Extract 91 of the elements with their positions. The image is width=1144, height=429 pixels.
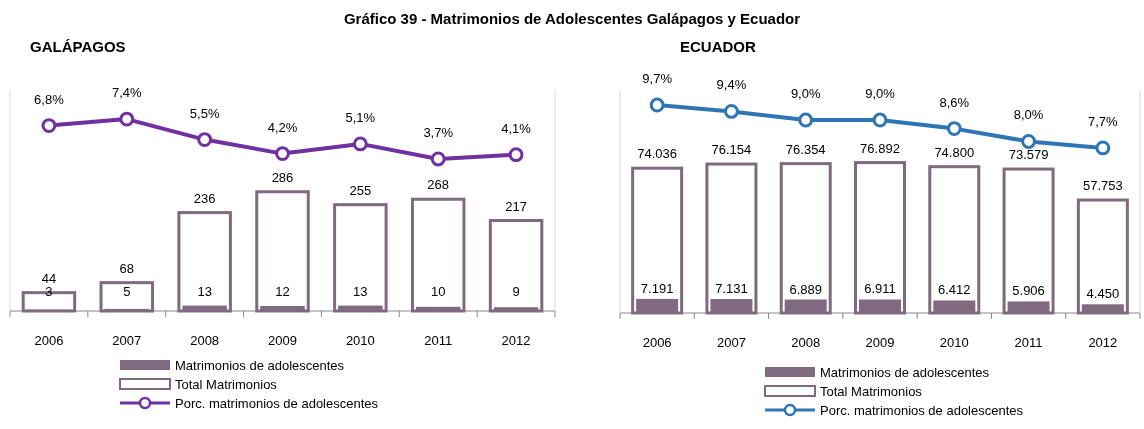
bar <box>99 281 155 313</box>
point <box>352 136 368 152</box>
point <box>649 97 665 113</box>
data-label: 217 <box>505 198 527 214</box>
data-label: 73.579 <box>1008 147 1049 163</box>
data-label: 6.911 <box>864 281 896 297</box>
data-label: 6.412 <box>938 282 971 298</box>
x-tick-label: 2007 <box>112 333 142 348</box>
legend-label: Total Matrimonios <box>175 377 278 392</box>
data-label: 9,7% <box>642 71 673 87</box>
data-label: 7.131 <box>715 281 748 297</box>
x-tick-label: 2007 <box>716 335 746 350</box>
x-tick-label: 2009 <box>268 333 297 348</box>
point <box>798 112 814 128</box>
bar <box>854 161 906 315</box>
data-label: 13 <box>197 284 212 299</box>
data-label: 10 <box>430 284 446 299</box>
chart-subtitle: ECUADOR <box>680 38 756 55</box>
point <box>508 147 524 163</box>
x-tick-label: 2011 <box>1014 335 1043 350</box>
data-label: 9,4% <box>716 77 747 93</box>
data-label: 5 <box>123 284 131 299</box>
point <box>41 118 57 133</box>
data-label: 68 <box>119 260 135 276</box>
x-tick-label: 2008 <box>190 333 220 348</box>
x-tick-label: 2008 <box>791 335 821 350</box>
data-label: 74.800 <box>934 144 975 160</box>
bar <box>255 190 310 313</box>
data-label: 286 <box>271 169 294 185</box>
data-label: 6,8% <box>34 91 65 107</box>
x-tick-label: 2012 <box>1088 335 1118 350</box>
data-label: 4,1% <box>501 120 532 136</box>
point <box>197 132 213 147</box>
data-label: 76.892 <box>860 140 900 156</box>
data-label: 9 <box>512 284 520 299</box>
x-tick-label: 2010 <box>939 335 969 350</box>
data-label: 8,6% <box>939 94 970 110</box>
data-label: 5,1% <box>345 109 376 125</box>
data-label: 12 <box>275 284 290 299</box>
data-label: 8,0% <box>1013 107 1044 123</box>
data-label: 44 <box>41 270 57 286</box>
bar <box>631 166 684 315</box>
legend-label: Porc. matrimonios de adolescentes <box>175 396 379 411</box>
bar <box>1076 198 1129 315</box>
x-tick-label: 2006 <box>34 333 64 348</box>
data-label: 255 <box>349 182 372 198</box>
data-label: 57.753 <box>1082 178 1123 194</box>
bar <box>1002 167 1055 315</box>
bar <box>410 197 466 313</box>
bar <box>705 162 758 315</box>
data-label: 4,2% <box>267 119 298 135</box>
data-label: 76.154 <box>711 142 752 158</box>
point <box>430 151 446 167</box>
bar <box>928 165 981 315</box>
data-label: 5,5% <box>189 105 220 121</box>
data-label: 268 <box>427 177 450 193</box>
bar <box>177 211 232 313</box>
data-label: 76.354 <box>785 141 826 157</box>
chart-subtitle: GALÁPAGOS <box>30 38 126 55</box>
chart-title: Gráfico 39 - Matrimonios de Adolescentes Galápagos y Ecuador <box>343 10 801 27</box>
point <box>1021 134 1036 149</box>
data-label: 13 <box>353 284 368 299</box>
x-tick-label: 2011 <box>424 333 453 348</box>
bar <box>333 203 388 313</box>
legend-label: Matrimonios de adolescentes <box>175 358 345 373</box>
data-label: 3,7% <box>423 125 454 140</box>
data-label: 5.906 <box>1012 283 1045 299</box>
x-tick-label: 2010 <box>345 333 375 348</box>
data-label: 236 <box>193 190 216 206</box>
x-tick-label: 2009 <box>865 335 895 350</box>
data-label: 7.191 <box>640 280 674 296</box>
bar <box>779 162 832 315</box>
point <box>119 111 135 127</box>
bar <box>488 219 544 313</box>
point <box>872 112 888 128</box>
data-label: 4.450 <box>1086 286 1120 301</box>
legend-label: Total Matrimonios <box>820 384 923 399</box>
point <box>1095 140 1111 156</box>
data-label: 7,7% <box>1088 113 1119 129</box>
data-label: 7,4% <box>111 85 143 101</box>
data-label: 9,0% <box>865 86 896 102</box>
data-label: 9,0% <box>790 86 821 102</box>
data-label: 6.889 <box>789 281 822 297</box>
point <box>946 121 962 136</box>
x-tick-label: 2006 <box>642 335 672 350</box>
legend-label: Matrimonios de adolescentes <box>820 365 990 380</box>
x-tick-label: 2012 <box>501 333 531 348</box>
point <box>275 146 290 162</box>
legend-label: Porc. matrimonios de adolescentes <box>820 403 1024 418</box>
data-label: 74.036 <box>637 146 678 162</box>
point <box>724 104 739 119</box>
